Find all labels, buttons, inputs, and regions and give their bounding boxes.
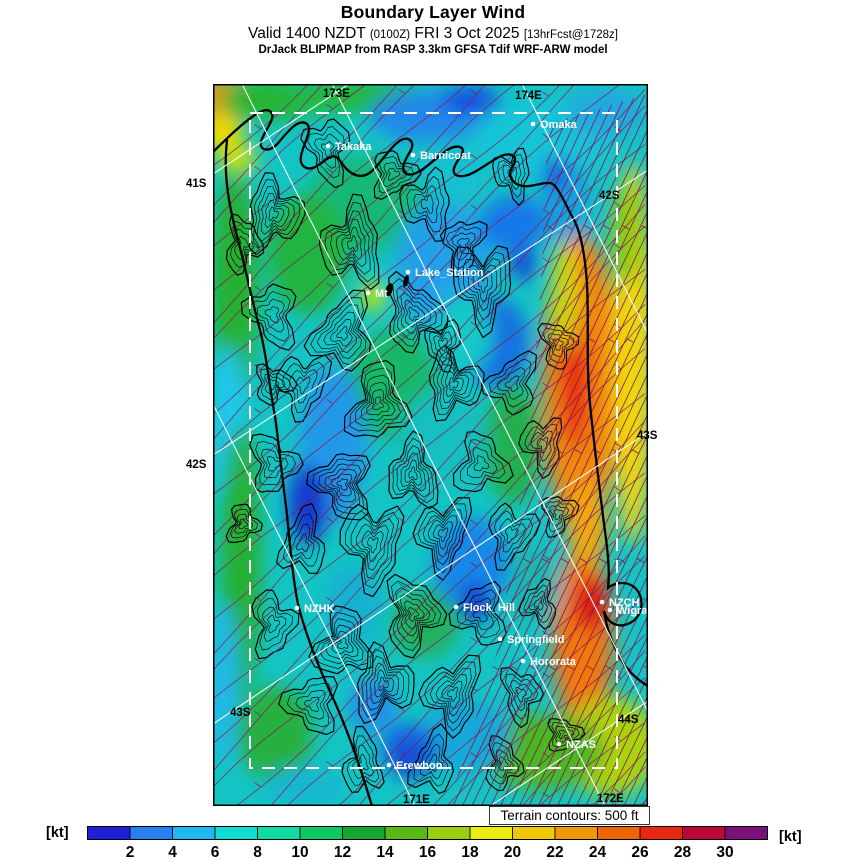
colorbar-tick-label: 30	[716, 844, 733, 860]
colorbar-segment	[215, 826, 258, 840]
grid-label-172e: 172E	[597, 793, 624, 805]
grid-label-171e: 171E	[403, 794, 430, 806]
station-dot-omaka	[530, 121, 536, 127]
station-label-lake_station: Lake_Station	[415, 267, 484, 279]
station-dot-erewhon	[386, 762, 392, 768]
wind-speed-colorbar: 2 4 6 8 10 12 14 16 18 20 22 24 26 28 30	[87, 826, 768, 860]
colorbar-segment	[385, 826, 428, 840]
colorbar-segment	[725, 826, 768, 840]
colorbar-segment	[470, 826, 513, 840]
colorbar-tick-label: 4	[168, 844, 177, 860]
terrain-contours	[225, 118, 586, 794]
colorbar-segment	[342, 826, 385, 840]
station-label-barnicoat: Barnicoat	[420, 150, 471, 162]
station-dot-mt	[365, 290, 371, 296]
grid-label-43s: 43S	[230, 707, 251, 719]
valid-time-line: Valid 1400 NZDT (0100Z) FRI 3 Oct 2025 […	[16, 25, 850, 43]
grid-label-44s: 44S	[618, 714, 639, 726]
station-dot-nzas	[556, 741, 562, 747]
colorbar-segment	[682, 826, 725, 840]
colorbar-segment	[130, 826, 173, 840]
grid-label-173e: 173E	[323, 88, 350, 100]
station-label-mt: Mt	[375, 288, 388, 300]
colorbar-segment	[555, 826, 598, 840]
station-dot-wigram	[607, 607, 613, 613]
station-dot-flock_hill	[453, 604, 459, 610]
station-label-flock_hill: Flock_Hill	[463, 602, 515, 614]
forecast-run: [13hrFcst@1728z]	[523, 29, 618, 41]
station-label-erewhon: Erewhon	[396, 760, 443, 772]
model-line: DrJack BLIPMAP from RASP 3.3km GFSA Tdif…	[258, 44, 608, 56]
station-label-nzch: NZCH	[609, 597, 640, 609]
colorbar-tick-label: 14	[376, 844, 394, 860]
colorbar-tick-label: 16	[419, 844, 437, 860]
colorbar-tick-label: 6	[211, 844, 220, 860]
station-markers: Takaka Barnicoat Omaka Lake_Station Mt NZHK Fl…	[294, 119, 648, 772]
station-label-nzas: NZAS	[566, 739, 596, 751]
grid-label-42s: 42S	[186, 459, 207, 471]
colorbar-segment	[87, 826, 130, 840]
lakes	[384, 275, 409, 297]
valid-date: FRI 3 Oct 2025	[414, 25, 520, 42]
colorbar-tick-label: 28	[674, 844, 692, 860]
colorbar-segment	[597, 826, 640, 840]
page-title: Boundary Layer Wind	[340, 2, 526, 22]
colorbar-tick-label: 8	[253, 844, 262, 860]
valid-zulu: (0100Z)	[369, 29, 411, 41]
colorbar-tick-label: 12	[334, 844, 351, 860]
station-label-takaka: Takaka	[335, 141, 372, 153]
map-border	[213, 84, 648, 806]
graticule-labels: 173E 174E 42S 43S 44S 171E 172E	[230, 88, 639, 806]
valid-prefix: Valid 1400 NZDT	[248, 25, 366, 42]
graticule-lines	[213, 84, 648, 806]
station-label-nzhk: NZHK	[304, 603, 335, 615]
colorbar-segment	[257, 826, 300, 840]
grid-label-43s: 43S	[637, 430, 658, 442]
model-domain-boundary	[249, 112, 618, 769]
colorbar-segment	[640, 826, 683, 840]
terrain-contours-note: Terrain contours: 500 ft	[489, 806, 650, 825]
wind-map: 173E 174E 42S 43S 44S 171E 172E Takaka Barnicoa…	[213, 84, 648, 806]
station-label-wigram: Wigram	[617, 605, 648, 617]
station-label-springfield: Springfield	[507, 634, 564, 646]
colorbar-segment	[172, 826, 215, 840]
station-dot-springfield	[497, 636, 503, 642]
grid-label-41s: 41S	[186, 178, 207, 190]
header: Boundary Layer Wind Valid 1400 NZDT (010…	[16, 2, 850, 56]
station-dot-lake_station	[405, 269, 411, 275]
station-dot-nzch	[599, 599, 605, 605]
colorbar-unit-right: [kt]	[779, 829, 802, 845]
colorbar-segment	[512, 826, 555, 840]
station-dot-takaka	[325, 143, 331, 149]
colorbar-tick-label: 10	[291, 844, 308, 860]
colorbar-tick-label: 26	[631, 844, 649, 860]
colorbar-tick-label: 20	[504, 844, 521, 860]
station-label-omaka: Omaka	[540, 119, 578, 131]
colorbar-tick-label: 18	[461, 844, 479, 860]
colorbar-segment	[427, 826, 470, 840]
station-dot-barnicoat	[410, 152, 416, 158]
colorbar-tick-label: 2	[126, 844, 135, 860]
colorbar-tick-label: 24	[589, 844, 607, 860]
colorbar-segment	[300, 826, 343, 840]
station-dot-hororata	[520, 658, 526, 664]
grid-label-174e: 174E	[515, 90, 542, 102]
grid-label-42s: 42S	[599, 190, 620, 202]
station-dot-nzhk	[294, 605, 300, 611]
wind-map-svg: 173E 174E 42S 43S 44S 171E 172E Takaka Barnicoa…	[213, 84, 648, 806]
coastline	[213, 109, 648, 806]
colorbar-tick-label: 22	[546, 844, 563, 860]
station-label-hororata: Hororata	[530, 656, 577, 668]
colorbar-unit-left: [kt]	[46, 825, 69, 841]
